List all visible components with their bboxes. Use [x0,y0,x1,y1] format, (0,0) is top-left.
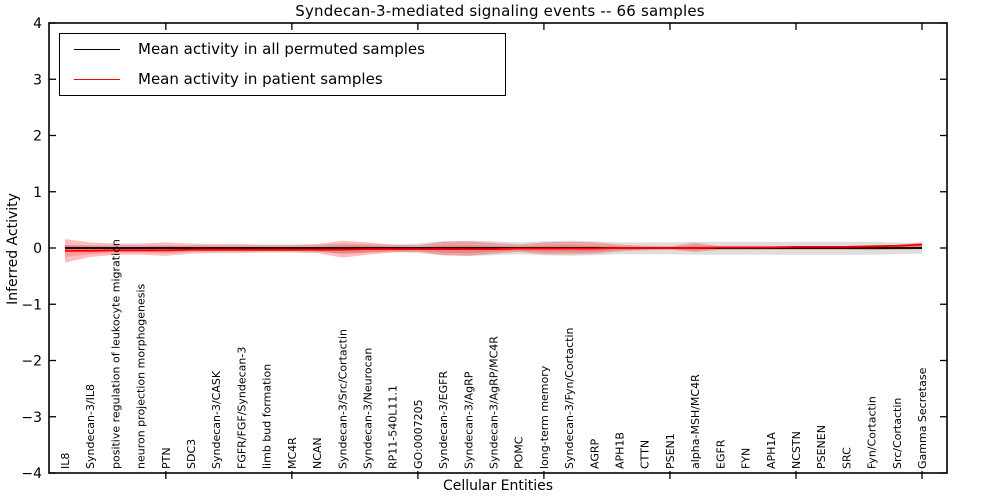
x-tick-label: APH1A [765,432,778,469]
y-tick-label: 1 [33,185,42,201]
y-tick-label: −2 [21,354,42,370]
x-tick-label: CTTN [639,440,652,469]
x-axis-label: Cellular Entities [442,478,554,494]
y-tick-label: −4 [21,466,42,482]
patient-mean-line [65,243,923,252]
legend-box: Mean activity in all permuted samples Me… [59,33,506,96]
x-tick-label: AGRP [588,439,601,469]
chart-title: Syndecan-3-mediated signaling events -- … [295,2,705,20]
y-tick-label: 4 [33,16,42,32]
y-tick-label: 2 [33,129,42,145]
x-tick-label: Syndecan-3/IL8 [84,384,97,469]
x-tick-label: PSEN1 [664,433,677,469]
legend-entry-patient: Mean activity in patient samples [74,67,505,93]
x-tick-label: Syndecan-3/CASK [210,370,223,469]
x-tick-label: Syndecan-3/Fyn/Cortactin [563,327,576,469]
y-axis-label: Inferred Activity [5,193,21,305]
y-tick-label: −3 [21,410,42,426]
x-tick-label: MC4R [286,437,299,469]
x-tick-label: IL8 [59,453,72,469]
legend-entry-permuted: Mean activity in all permuted samples [74,37,505,63]
x-tick-label: PTN [160,447,173,469]
x-tick-label: Syndecan-3/Src/Cortactin [336,329,349,469]
x-tick-label: alpha-MSH/MC4R [689,374,702,469]
x-tick-label: PSENEN [815,425,828,469]
x-tick-label: NCAN [311,437,324,469]
x-tick-label: RP11-540L11.1 [387,385,400,469]
x-tick-label: Syndecan-3/Neurocan [361,348,374,469]
x-tick-label: Syndecan-3/EGFR [437,371,450,469]
x-tick-label: GO:0007205 [412,399,425,469]
x-tick-label: limb bud formation [261,364,274,469]
x-tick-label: positive regulation of leukocyte migrati… [109,239,122,469]
x-tick-label: NCSTN [790,431,803,469]
x-tick-label: SDC3 [185,439,198,469]
x-tick-label: Gamma Secretase [916,367,929,469]
x-tick-label: SRC [840,447,853,469]
x-tick-label: FGFR/FGF/Syndecan-3 [235,347,248,469]
x-tick-label: APH1B [614,432,627,469]
x-tick-label: POMC [513,436,526,469]
x-tick-label: neuron projection morphogenesis [135,283,148,469]
y-tick-label: −1 [21,297,42,313]
legend-label-permuted: Mean activity in all permuted samples [138,40,425,58]
x-tick-label: FYN [740,448,753,469]
x-tick-label: EGFR [714,439,727,469]
permuted-line-sample [74,49,120,50]
x-tick-label: Syndecan-3/AgRP/MC4R [488,336,501,469]
x-tick-label: Fyn/Cortactin [866,396,879,469]
band-1 [65,239,922,263]
patient-line-sample [74,79,120,80]
y-tick-label: 0 [33,241,42,257]
x-tick-label: Src/Cortactin [891,398,904,469]
legend-label-patient: Mean activity in patient samples [138,70,383,88]
x-tick-label: long-term memory [538,365,551,469]
x-tick-label: Syndecan-3/AgRP [462,371,475,469]
y-tick-label: 3 [33,72,42,88]
